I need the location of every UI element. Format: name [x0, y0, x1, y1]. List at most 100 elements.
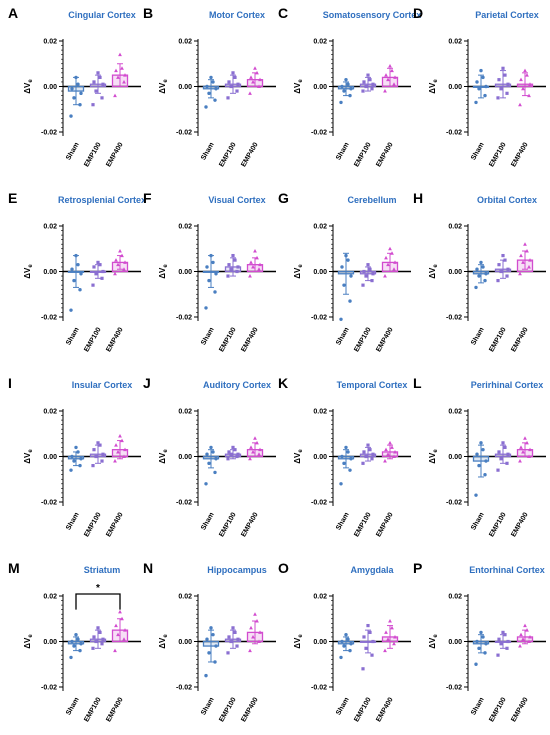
panel-title: Temporal Cortex — [337, 380, 408, 390]
panel-k: K Temporal Cortex ΔVe 0.02 0.00 -0.02 Sham EMP1… — [278, 375, 411, 538]
data-point — [248, 648, 252, 653]
panel-b: B Motor Cortex ΔVe 0.02 0.00 -0.02 Sham EMP100 E… — [143, 5, 276, 168]
y-axis-label: ΔVe — [293, 264, 304, 279]
x-category-label: Sham — [65, 697, 81, 717]
data-point — [226, 651, 230, 655]
y-tick-label: -0.02 — [446, 130, 462, 137]
data-point — [231, 71, 235, 75]
y-tick-label: 0.02 — [448, 594, 462, 601]
data-point — [348, 648, 352, 653]
data-point — [235, 454, 239, 459]
x-category-label: EMP400 — [105, 141, 125, 168]
data-point — [474, 285, 478, 290]
y-tick-label: 0.00 — [43, 269, 57, 276]
data-point — [258, 630, 262, 634]
y-axis-label: ΔVe — [23, 634, 34, 649]
data-point — [497, 637, 501, 641]
panel-title: Entorhinal Cortex — [469, 565, 545, 575]
data-point — [122, 79, 126, 84]
data-point — [233, 448, 237, 452]
y-tick-label: 0.00 — [313, 639, 327, 646]
data-point — [484, 642, 488, 646]
data-point — [91, 283, 95, 287]
data-point — [386, 637, 390, 641]
x-category-label: EMP400 — [240, 696, 260, 723]
x-category-label: Sham — [200, 512, 216, 532]
data-point — [388, 440, 392, 445]
y-tick-label: 0.00 — [448, 269, 462, 276]
data-point — [366, 443, 370, 447]
data-point — [74, 632, 78, 637]
y-tick-label: 0.00 — [448, 454, 462, 461]
data-point — [120, 438, 124, 443]
data-point — [116, 262, 120, 267]
data-point — [114, 258, 118, 262]
x-category-label: Sham — [335, 327, 351, 347]
x-category-label: Sham — [200, 327, 216, 347]
y-tick-label: -0.02 — [41, 685, 57, 692]
data-point — [348, 468, 352, 472]
y-axis-label: ΔVe — [428, 634, 439, 649]
data-point — [349, 87, 353, 91]
data-point — [362, 80, 366, 84]
data-point — [96, 626, 100, 630]
data-point — [518, 271, 522, 276]
data-point — [475, 80, 479, 84]
data-point — [386, 452, 390, 456]
data-point — [98, 75, 102, 79]
data-point — [91, 464, 95, 468]
x-category-label: Sham — [335, 697, 351, 717]
data-point — [101, 452, 105, 456]
data-point — [361, 283, 365, 287]
data-point — [366, 73, 370, 77]
data-point — [368, 448, 372, 452]
data-point — [79, 457, 83, 461]
data-point — [118, 609, 122, 614]
data-point — [255, 255, 259, 260]
y-tick-label: 0.00 — [313, 269, 327, 276]
x-category-label: Sham — [65, 512, 81, 532]
x-category-label: Sham — [335, 512, 351, 532]
x-category-label: EMP100 — [218, 511, 238, 538]
data-point — [364, 646, 368, 650]
x-category-label: Sham — [470, 697, 486, 717]
panel-e: E Retrosplenial Cortex ΔVe 0.02 0.00 -0.02 Sha… — [8, 190, 146, 353]
data-point — [348, 93, 352, 98]
data-point — [362, 450, 366, 454]
data-point — [226, 274, 230, 278]
data-point — [116, 449, 120, 454]
y-tick-label: 0.00 — [178, 84, 192, 91]
data-point — [122, 637, 126, 641]
data-point — [205, 637, 209, 641]
panel-letter: C — [278, 5, 288, 21]
data-point — [393, 260, 397, 264]
data-point — [257, 267, 261, 271]
data-point — [204, 105, 208, 109]
data-point — [101, 82, 105, 86]
panel-title: Insular Cortex — [72, 380, 133, 390]
x-category-label: EMP100 — [83, 141, 103, 168]
panel-letter: O — [278, 560, 289, 576]
data-point — [370, 279, 374, 283]
data-point — [519, 77, 523, 82]
x-category-label: EMP400 — [510, 511, 530, 538]
data-point — [481, 265, 485, 269]
panel-title: Orbital Cortex — [477, 195, 537, 205]
data-point — [94, 639, 98, 644]
data-point — [72, 96, 76, 100]
data-point — [371, 82, 375, 86]
data-point — [235, 269, 239, 274]
data-point — [346, 450, 350, 454]
data-point — [505, 646, 509, 650]
data-point — [122, 454, 126, 458]
x-category-label: Sham — [200, 697, 216, 717]
data-point — [392, 82, 396, 86]
data-point — [527, 454, 531, 458]
data-point — [518, 102, 522, 107]
data-point — [505, 91, 509, 95]
data-point — [255, 619, 259, 623]
panel-g: G Cerebellum ΔVe 0.02 0.00 -0.02 Sham EMP100 EMP… — [278, 190, 411, 353]
y-tick-label: 0.00 — [178, 454, 192, 461]
data-point — [475, 639, 479, 644]
